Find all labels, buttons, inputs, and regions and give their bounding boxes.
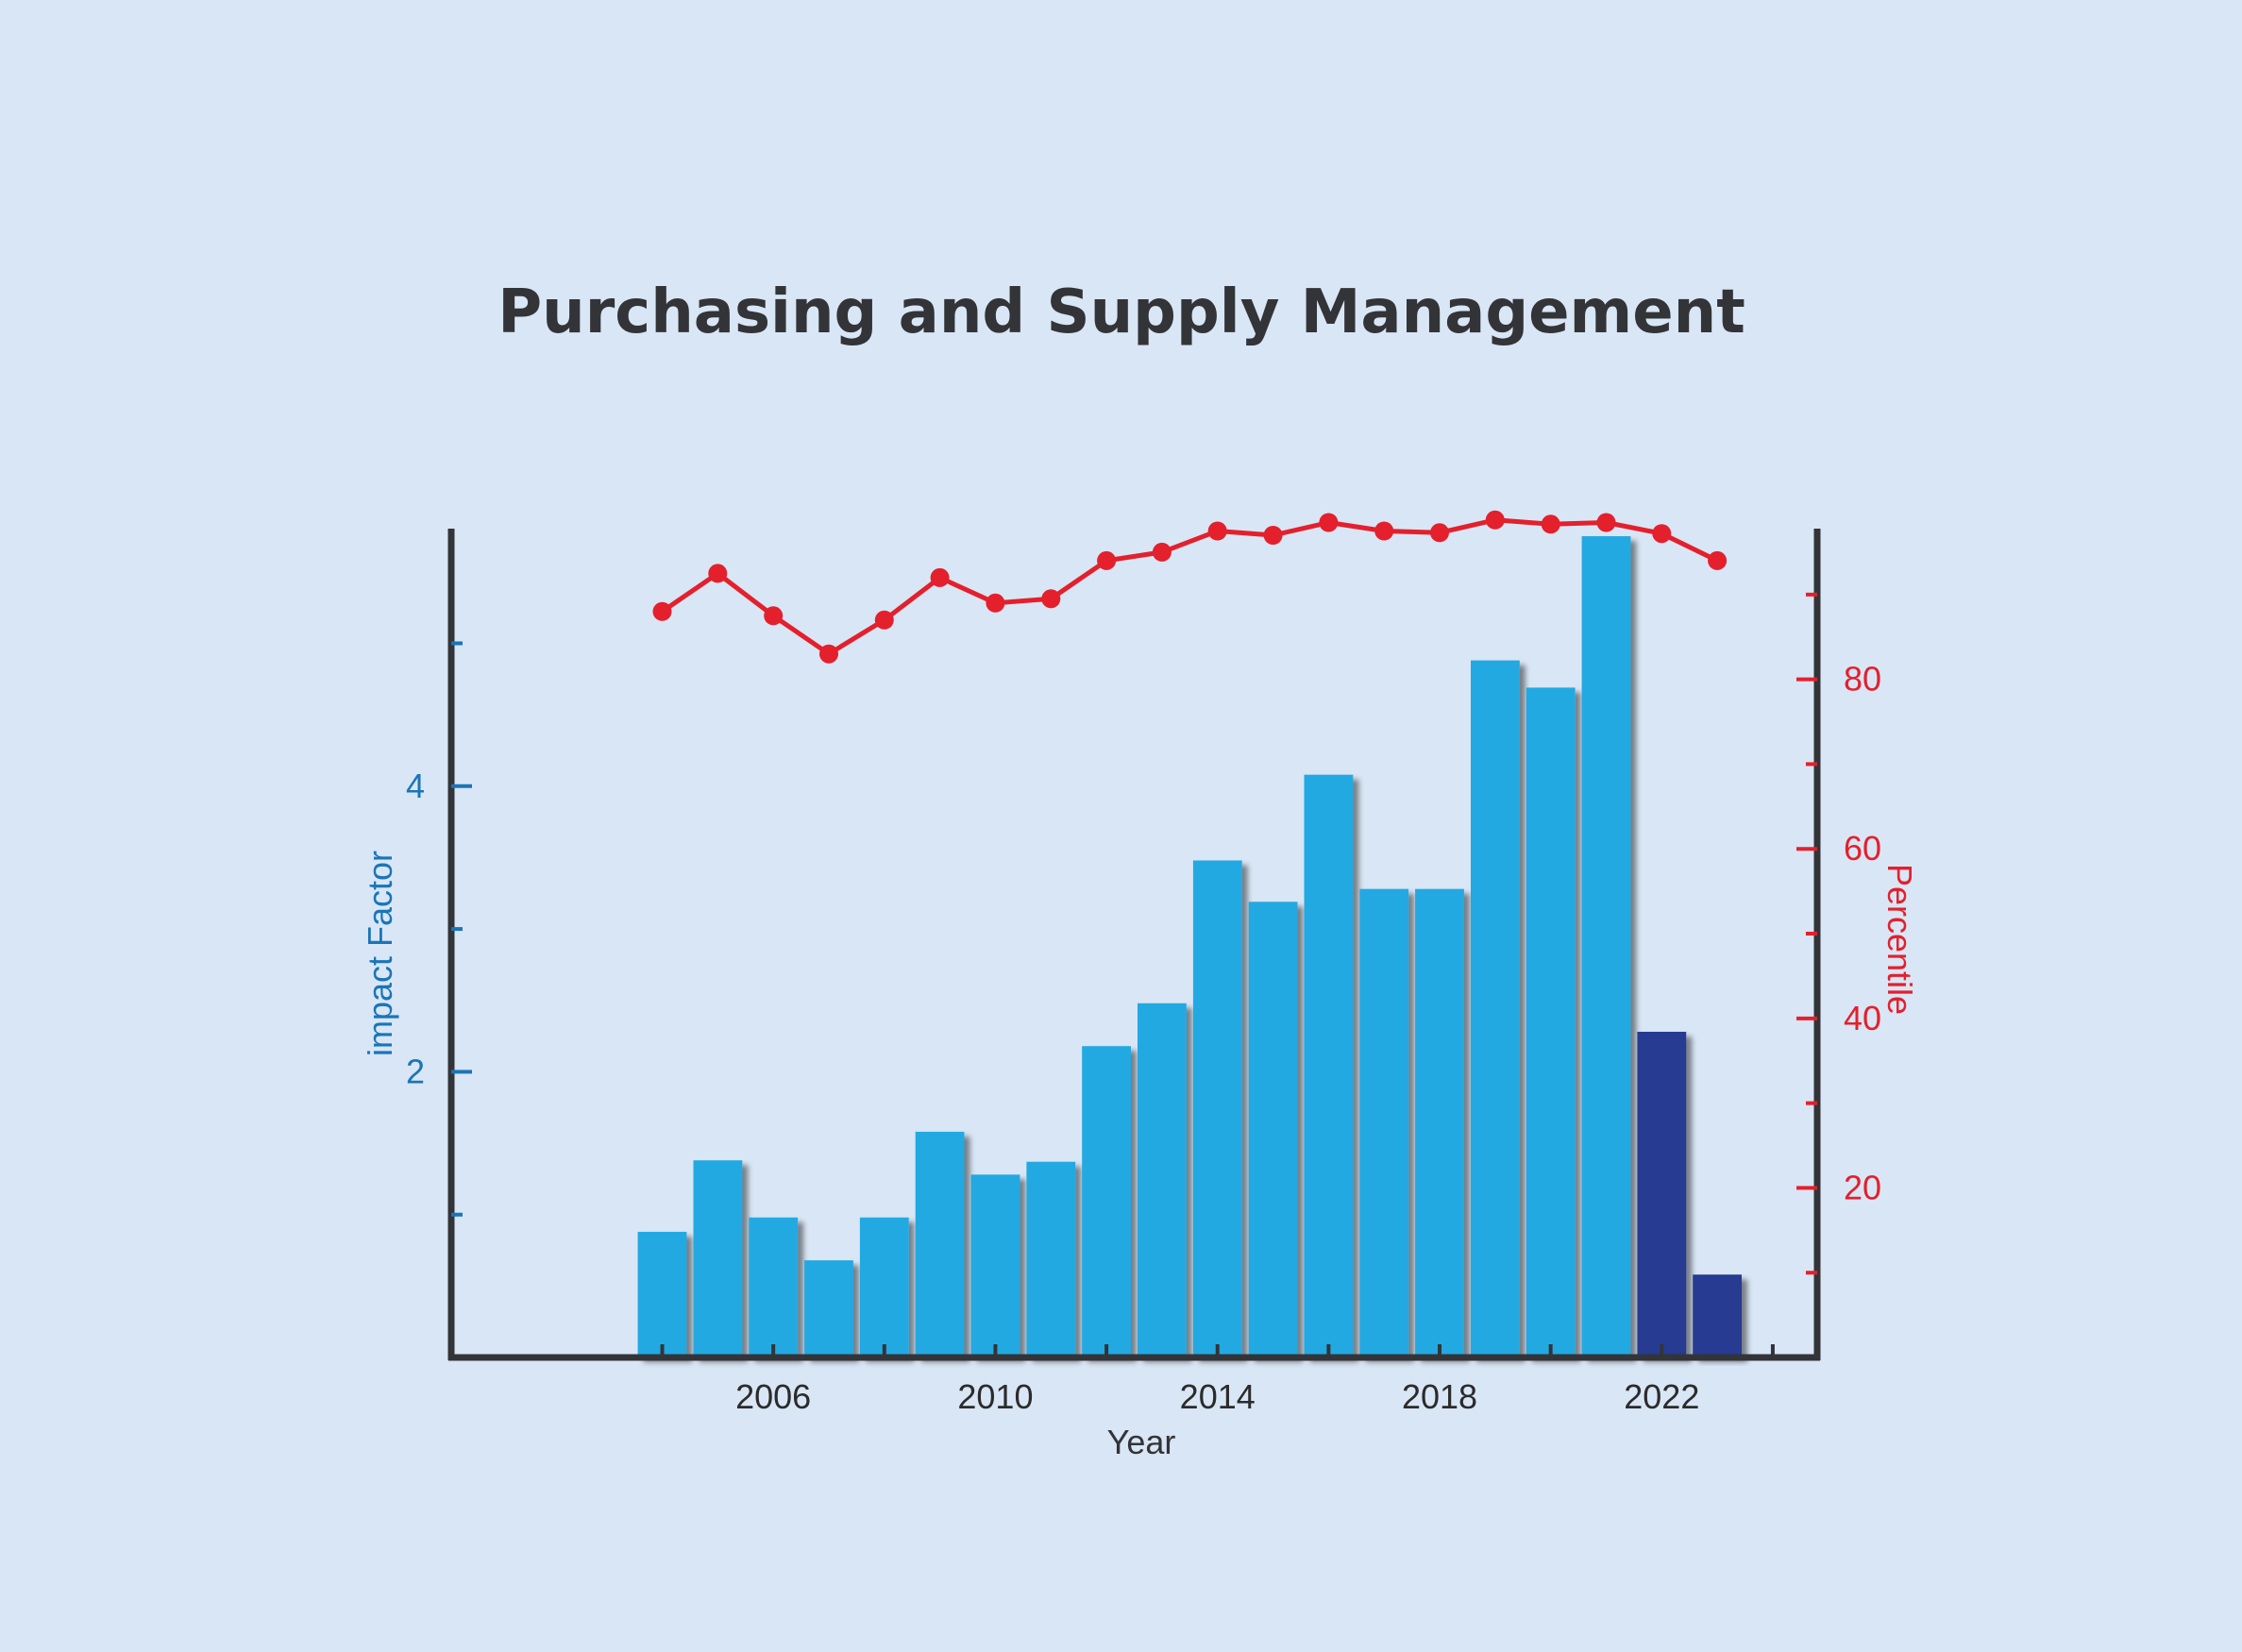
percentile-line-layer bbox=[652, 510, 1728, 664]
percentile-point-2010 bbox=[986, 593, 1005, 613]
x-axis-title: Year bbox=[1107, 1423, 1176, 1461]
bar-2010 bbox=[970, 1174, 1020, 1357]
right-tick-label-80: 80 bbox=[1844, 660, 1881, 699]
percentile-point-2020 bbox=[1541, 514, 1560, 534]
right-axis-title: Percentile bbox=[1880, 864, 1919, 1015]
x-tick-label-2006: 2006 bbox=[735, 1377, 811, 1416]
chart-title: Purchasing and Supply Management bbox=[497, 278, 1745, 347]
bar-2017 bbox=[1359, 888, 1409, 1357]
x-tick-label-2018: 2018 bbox=[1402, 1377, 1477, 1416]
percentile-point-2022 bbox=[1652, 524, 1672, 544]
percentile-point-2013 bbox=[1152, 542, 1172, 562]
right-tick-label-60: 60 bbox=[1844, 829, 1881, 868]
bar-2022 bbox=[1637, 1032, 1687, 1357]
bar-2011 bbox=[1026, 1161, 1076, 1357]
bar-2007 bbox=[804, 1260, 853, 1357]
bar-2004 bbox=[637, 1231, 687, 1357]
axes-layer: 2 4 20 40 60 80 2006 2010 2014 2018 2022 bbox=[406, 529, 1881, 1416]
percentile-point-2021 bbox=[1596, 513, 1616, 532]
bar-2020 bbox=[1526, 687, 1576, 1357]
percentile-point-2018 bbox=[1430, 523, 1449, 543]
bar-2021 bbox=[1581, 536, 1631, 1357]
left-axis-title: impact Factor bbox=[361, 851, 399, 1056]
x-tick-label-2022: 2022 bbox=[1624, 1377, 1699, 1416]
right-tick-label-20: 20 bbox=[1844, 1168, 1881, 1206]
bar-2019 bbox=[1471, 660, 1520, 1357]
percentile-point-2011 bbox=[1041, 589, 1061, 609]
percentile-point-2019 bbox=[1485, 510, 1505, 530]
percentile-point-2012 bbox=[1097, 550, 1117, 570]
bar-2012 bbox=[1082, 1046, 1131, 1357]
bar-2014 bbox=[1192, 860, 1242, 1357]
x-tick-label-2010: 2010 bbox=[957, 1377, 1033, 1416]
bar-2016 bbox=[1304, 774, 1354, 1357]
bar-2006 bbox=[749, 1217, 799, 1357]
bar-2008 bbox=[859, 1217, 909, 1357]
bar-2018 bbox=[1415, 888, 1464, 1357]
x-tick-label-2014: 2014 bbox=[1180, 1377, 1256, 1416]
percentile-point-2017 bbox=[1374, 521, 1394, 541]
bar-2009 bbox=[915, 1131, 965, 1357]
left-tick-label-2: 2 bbox=[406, 1052, 425, 1090]
bar-2015 bbox=[1248, 902, 1298, 1357]
bar-2013 bbox=[1138, 1003, 1187, 1357]
percentile-point-2014 bbox=[1207, 521, 1227, 541]
percentile-point-2004 bbox=[652, 601, 672, 621]
percentile-point-2006 bbox=[764, 606, 784, 626]
bar-2005 bbox=[693, 1160, 743, 1357]
percentile-point-2016 bbox=[1319, 513, 1339, 532]
percentile-point-2007 bbox=[819, 644, 838, 664]
percentile-line bbox=[661, 517, 1719, 657]
percentile-point-2015 bbox=[1263, 526, 1283, 545]
percentile-point-2023 bbox=[1708, 550, 1728, 570]
bars-layer bbox=[637, 536, 1742, 1357]
percentile-point-2009 bbox=[930, 567, 950, 587]
right-tick-label-40: 40 bbox=[1844, 999, 1881, 1037]
percentile-point-2008 bbox=[874, 610, 894, 630]
percentile-point-2005 bbox=[708, 564, 728, 583]
bar-2023 bbox=[1693, 1274, 1742, 1357]
left-tick-label-4: 4 bbox=[406, 767, 425, 805]
